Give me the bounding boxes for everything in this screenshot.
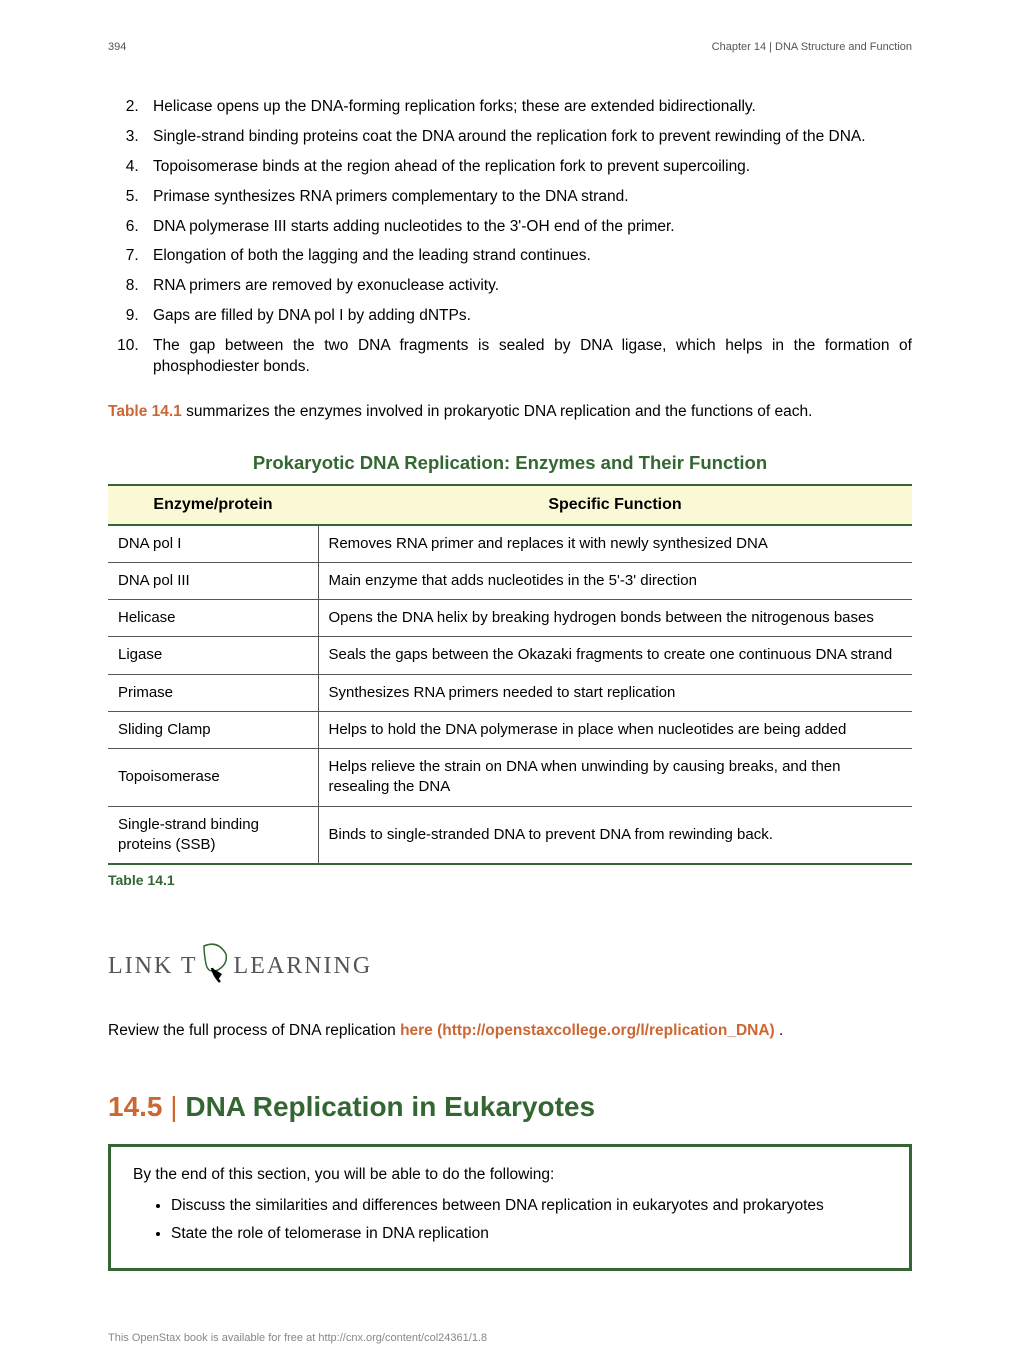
enzyme-cell: Helicase: [108, 600, 318, 637]
chapter-label: Chapter 14 | DNA Structure and Function: [712, 40, 912, 55]
table-reference-link[interactable]: Table 14.1: [108, 403, 182, 420]
review-text-post: .: [779, 1022, 783, 1039]
table-row: Sliding ClampHelps to hold the DNA polym…: [108, 711, 912, 748]
table-caption: Table 14.1: [108, 871, 912, 890]
function-cell: Removes RNA primer and replaces it with …: [318, 525, 912, 563]
table-row: PrimaseSynthesizes RNA primers needed to…: [108, 674, 912, 711]
table-header-function: Specific Function: [318, 485, 912, 525]
table-row: TopoisomeraseHelps relieve the strain on…: [108, 749, 912, 807]
section-heading: 14.5 | DNA Replication in Eukaryotes: [108, 1088, 912, 1126]
list-item: Single-strand binding proteins coat the …: [143, 127, 912, 148]
list-item: Topoisomerase binds at the region ahead …: [143, 157, 912, 178]
objectives-list: Discuss the similarities and differences…: [133, 1196, 887, 1245]
footer-note: This OpenStax book is available for free…: [108, 1331, 912, 1346]
enzyme-cell: DNA pol III: [108, 562, 318, 599]
replication-steps-list: Helicase opens up the DNA-forming replic…: [108, 97, 912, 378]
page-number: 394: [108, 40, 126, 55]
table-intro-text: summarizes the enzymes involved in proka…: [182, 403, 813, 420]
review-text-pre: Review the full process of DNA replicati…: [108, 1022, 400, 1039]
list-item: Discuss the similarities and differences…: [171, 1196, 887, 1217]
review-paragraph: Review the full process of DNA replicati…: [108, 1021, 912, 1042]
list-item: Gaps are filled by DNA pol I by adding d…: [143, 306, 912, 327]
table-title: Prokaryotic DNA Replication: Enzymes and…: [108, 451, 912, 476]
link-to-learning-banner: LINK T LEARNING: [108, 940, 912, 993]
enzyme-cell: Topoisomerase: [108, 749, 318, 807]
ltl-suffix: LEARNING: [234, 950, 373, 982]
enzyme-cell: Primase: [108, 674, 318, 711]
enzyme-cell: Ligase: [108, 637, 318, 674]
ltl-prefix: LINK T: [108, 950, 198, 982]
list-item: Elongation of both the lagging and the l…: [143, 246, 912, 267]
list-item: DNA polymerase III starts adding nucleot…: [143, 217, 912, 238]
function-cell: Helps to hold the DNA polymerase in plac…: [318, 711, 912, 748]
enzymes-table: Enzyme/protein Specific Function DNA pol…: [108, 484, 912, 865]
leaf-icon: [198, 940, 234, 993]
page-header: 394 Chapter 14 | DNA Structure and Funct…: [108, 40, 912, 55]
section-number: 14.5: [108, 1091, 163, 1122]
list-item: The gap between the two DNA fragments is…: [143, 336, 912, 378]
list-item: RNA primers are removed by exonuclease a…: [143, 276, 912, 297]
function-cell: Seals the gaps between the Okazaki fragm…: [318, 637, 912, 674]
table-intro-paragraph: Table 14.1 summarizes the enzymes involv…: [108, 402, 912, 423]
table-row: Single-strand binding proteins (SSB)Bind…: [108, 806, 912, 864]
objectives-lead: By the end of this section, you will be …: [133, 1165, 887, 1186]
enzyme-cell: DNA pol I: [108, 525, 318, 563]
list-item: Primase synthesizes RNA primers compleme…: [143, 187, 912, 208]
table-row: LigaseSeals the gaps between the Okazaki…: [108, 637, 912, 674]
learning-objectives-box: By the end of this section, you will be …: [108, 1144, 912, 1271]
function-cell: Helps relieve the strain on DNA when unw…: [318, 749, 912, 807]
function-cell: Binds to single-stranded DNA to prevent …: [318, 806, 912, 864]
table-header-enzyme: Enzyme/protein: [108, 485, 318, 525]
section-pipe: |: [163, 1091, 186, 1122]
list-item: State the role of telomerase in DNA repl…: [171, 1224, 887, 1245]
function-cell: Main enzyme that adds nucleotides in the…: [318, 562, 912, 599]
replication-link[interactable]: here (http://openstaxcollege.org/l/repli…: [400, 1022, 779, 1039]
enzyme-cell: Single-strand binding proteins (SSB): [108, 806, 318, 864]
function-cell: Synthesizes RNA primers needed to start …: [318, 674, 912, 711]
table-row: DNA pol IRemoves RNA primer and replaces…: [108, 525, 912, 563]
enzyme-cell: Sliding Clamp: [108, 711, 318, 748]
list-item: Helicase opens up the DNA-forming replic…: [143, 97, 912, 118]
table-row: HelicaseOpens the DNA helix by breaking …: [108, 600, 912, 637]
section-title: DNA Replication in Eukaryotes: [185, 1091, 595, 1122]
table-row: DNA pol IIIMain enzyme that adds nucleot…: [108, 562, 912, 599]
function-cell: Opens the DNA helix by breaking hydrogen…: [318, 600, 912, 637]
